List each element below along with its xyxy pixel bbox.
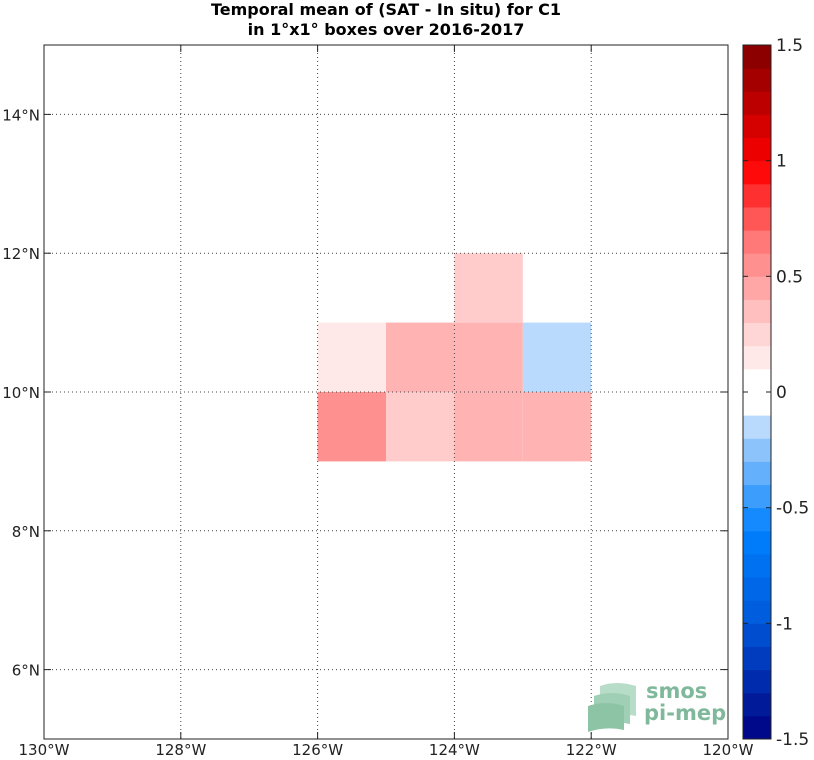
y-tick-label: 12°N [2,245,40,263]
colorbar-band [743,646,771,671]
heatmap-cell [522,392,592,462]
colorbar-band [743,206,771,231]
chart-title: Temporal mean of (SAT - In situ) for C1 … [44,0,728,40]
colorbar-band [743,461,771,486]
axes: 130°W 128°W 126°W 124°W 122°W 120°W 6°N 8°N 10°N… [2,44,754,759]
heatmap-cell [454,322,523,392]
colorbar-tick-label: 0.5 [776,267,803,287]
x-tick-label: 124°W [429,741,480,759]
y-tick-label: 8°N [12,523,40,541]
colorbar-band [743,230,771,254]
colorbar-band [743,322,771,347]
colorbar-tick-label: -0.5 [776,499,809,519]
colorbar-band [743,530,771,555]
colorbar-band [743,276,771,300]
colorbar-tick-label: 1.5 [776,36,803,56]
colorbar-tick-label: -1.5 [776,730,809,750]
x-tick-label: 130°W [19,741,70,759]
colorbar-band [743,45,771,69]
colorbar-tick-label: -1 [776,614,793,634]
colorbar-band [743,137,771,162]
heatmap-cell [386,392,455,462]
x-tick-label: 126°W [292,741,343,759]
y-tick-label: 10°N [2,384,40,402]
heatmap-cell [454,392,523,462]
title-line-1: Temporal mean of (SAT - In situ) for C1 [210,0,562,19]
x-tick-label: 128°W [155,741,206,759]
heatmap-cell [522,322,592,392]
colorbar-band [743,600,771,624]
colorbar-band [743,715,771,740]
logo-wave-front [588,703,624,732]
heatmap-cell [317,392,386,462]
heatmap-cell [317,322,386,392]
colorbar-band [743,438,771,462]
colorbar-band [743,68,771,92]
colorbar-band [743,392,771,416]
colorbar-band [743,183,771,208]
colorbar-band [743,253,771,277]
x-tick-label: 120°W [703,741,754,759]
colorbar-band [743,507,771,532]
heatmap-cell [454,253,523,323]
smos-pi-mep-logo: smos pi-mep [588,679,726,732]
colorbar-band [743,577,771,601]
y-tick-label: 6°N [12,662,40,680]
colorbar-band [743,299,771,324]
title-line-2: in 1°x1° boxes over 2016-2017 [247,20,525,39]
heatmap-cell [386,322,455,392]
colorbar-band [743,415,771,439]
colorbar-tick-label: 1 [776,152,787,172]
colorbar-band [743,692,771,717]
colorbar-band [743,91,771,115]
y-tick-label: 14°N [2,106,40,124]
logo-line-1: smos [646,679,707,703]
colorbar-band [743,484,771,509]
colorbar-band [743,623,771,647]
heatmap-cells [317,253,592,462]
colorbar-band [743,669,771,694]
colorbar-band [743,114,771,139]
colorbar: 1.5 1 0.5 0 -0.5 -1 -1.5 [742,36,809,750]
logo-line-2: pi-mep [644,701,726,725]
colorbar-band [743,553,771,578]
colorbar-band [743,160,771,185]
colorbar-tick-label: 0 [776,383,787,403]
x-tick-label: 122°W [566,741,617,759]
colorbar-band [743,345,771,370]
colorbar-band [743,368,771,393]
